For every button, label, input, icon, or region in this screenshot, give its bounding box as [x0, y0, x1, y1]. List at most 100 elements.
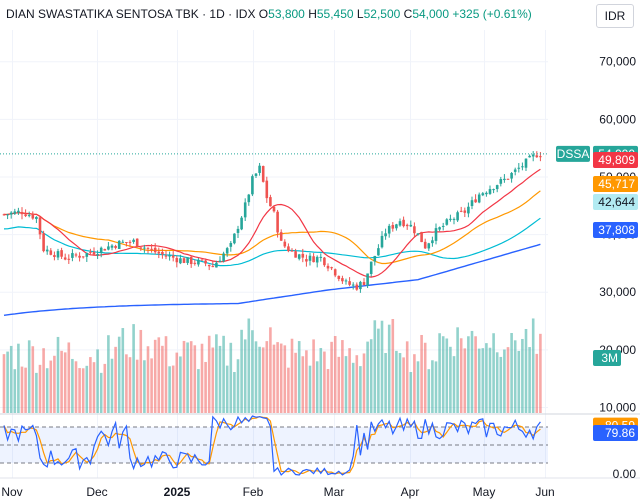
candle-body: [377, 248, 380, 256]
volume-bar: [103, 363, 107, 413]
candle-body: [269, 197, 272, 207]
candle-body: [254, 173, 258, 176]
candle-body: [402, 219, 405, 227]
candle-body: [197, 259, 200, 265]
volume-bar: [171, 365, 175, 413]
volume-bar: [164, 336, 168, 413]
volume-bar: [99, 372, 103, 413]
volume-bar: [38, 364, 42, 413]
candle-body: [531, 154, 535, 157]
volume-bar: [477, 348, 481, 413]
volume-bar: [287, 367, 290, 413]
interval-label[interactable]: 1D: [209, 7, 225, 21]
volume-bar: [233, 372, 236, 413]
candle-body: [186, 257, 189, 263]
volume-bar: [60, 350, 63, 413]
candle-body: [344, 280, 348, 282]
volume-bar: [326, 369, 330, 413]
ma-50-tag-bg: [593, 176, 638, 192]
volume-bar: [200, 343, 204, 413]
candle-body: [431, 240, 434, 244]
volume-bar: [81, 368, 85, 413]
volume-bar: [143, 360, 146, 413]
candle-body: [517, 167, 521, 169]
candle-body: [297, 254, 301, 259]
candle-body: [20, 212, 24, 215]
volume-bar: [269, 327, 272, 413]
time-tick-label: Feb: [243, 485, 264, 499]
volume-bar: [463, 348, 467, 413]
symbol-name: DIAN SWASTATIKA SENTOSA TBK: [6, 7, 199, 21]
candle-body: [528, 155, 531, 158]
candle-body: [355, 284, 359, 290]
candle-body: [92, 251, 96, 255]
candle-body: [222, 253, 225, 262]
volume-bar: [290, 338, 294, 413]
volume-bar: [182, 340, 186, 413]
volume-bar: [49, 360, 53, 413]
time-tick-label: Nov: [1, 485, 22, 499]
volume-bar: [117, 336, 121, 413]
candle-body: [107, 246, 110, 250]
volume-bar: [168, 366, 171, 413]
volume-bar: [153, 339, 157, 413]
volume-bar: [89, 357, 92, 413]
change-value: +325 (+0.61%): [452, 7, 532, 21]
candle-body: [60, 250, 63, 257]
volume-bar: [373, 320, 377, 413]
candle-body: [110, 245, 114, 248]
candle-body: [380, 235, 384, 248]
candle-body: [506, 178, 510, 180]
candle-body: [362, 282, 366, 286]
candle-body: [146, 247, 150, 249]
volume-bar: [42, 348, 45, 413]
candle-body: [45, 249, 49, 252]
time-tick-label: 2025: [164, 485, 191, 499]
candle-body: [499, 179, 503, 184]
volume-bar: [449, 346, 452, 413]
candle-body: [132, 239, 135, 242]
volume-bar: [351, 362, 355, 413]
candle-body: [265, 180, 269, 199]
volume-bar: [265, 341, 269, 413]
time-tick-label: Dec: [86, 485, 107, 499]
volume-bar: [513, 340, 517, 413]
candle-body: [236, 228, 240, 233]
volume-bar: [459, 338, 463, 413]
price-tick-label: 10,000: [599, 401, 636, 415]
candle-body: [204, 260, 207, 264]
volume-tag: 3M: [601, 351, 618, 365]
volume-bar: [456, 327, 459, 413]
candle-body: [2, 214, 6, 216]
candle-body: [240, 217, 243, 230]
volume-bar: [297, 341, 301, 413]
volume-bar: [445, 338, 449, 413]
candle-body: [143, 247, 146, 249]
volume-bar: [485, 343, 488, 413]
volume-bar: [258, 346, 261, 413]
ma-50-tag: 45,717: [598, 177, 635, 191]
candle-body: [301, 253, 305, 258]
volume-bar: [146, 346, 150, 413]
candle-body: [341, 278, 344, 282]
volume-bar: [121, 328, 125, 413]
candle-body: [503, 178, 506, 181]
volume-bar: [391, 319, 395, 413]
symbol-tag-bg: [556, 145, 590, 162]
candle-body: [384, 233, 387, 237]
candle-body: [31, 213, 35, 219]
candle-body: [445, 219, 449, 225]
volume-bar: [521, 338, 524, 413]
candle-body: [434, 228, 438, 241]
candle-body: [463, 210, 467, 213]
volume-bar: [35, 372, 38, 413]
ma-20-tag-bg: [593, 152, 638, 168]
volume-bar: [438, 333, 441, 413]
currency-button[interactable]: IDR: [596, 4, 634, 28]
volume-bar: [135, 359, 139, 413]
candle-body: [413, 226, 416, 234]
candle-body: [513, 169, 517, 172]
volume-bar: [369, 339, 373, 413]
volume-bar: [362, 353, 366, 413]
